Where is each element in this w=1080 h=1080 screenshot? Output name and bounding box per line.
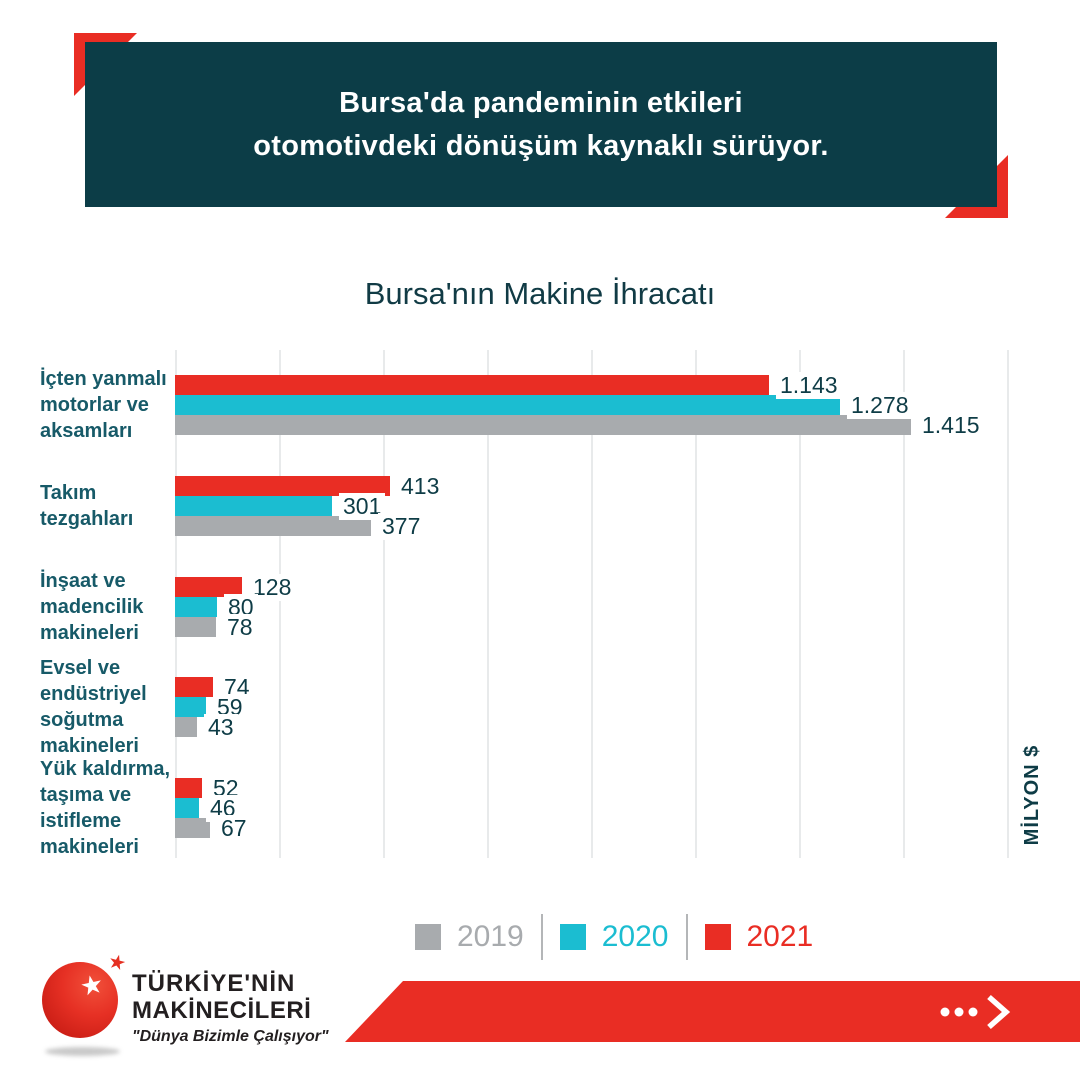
bar-value-label: 301 [339, 492, 386, 520]
gridline [1007, 350, 1009, 858]
gridline [903, 350, 905, 858]
bar-row: 52 [175, 774, 1007, 802]
bar-row: 1.278 [175, 391, 1007, 419]
bar-group: 1.143 1.278 1.415 [175, 371, 1007, 439]
footer-banner [345, 981, 1080, 1042]
bar-row: 128 [175, 573, 1007, 601]
bar-2019 [175, 516, 371, 536]
bar-group: 128 80 78 [175, 573, 1007, 641]
bar-value-label: 1.278 [847, 391, 913, 419]
category-label: İçten yanmalı motorlar ve aksamları [40, 368, 167, 442]
bar-group: 52 46 67 [175, 774, 1007, 842]
bar-value-label: 1.415 [918, 411, 984, 439]
bar-2021 [175, 476, 390, 496]
legend-swatch [559, 924, 586, 950]
header-line-1: Bursa'da pandeminin etkileri [339, 86, 743, 119]
category-label: İnşaat ve madencilik makineleri [40, 570, 144, 644]
legend-label: 2021 [746, 920, 814, 953]
logo-line-1: TÜRKİYE'NİN [132, 970, 296, 997]
legend-item-2020: 2020 [559, 920, 669, 954]
bar-row: 1.143 [175, 371, 1007, 399]
bar-2021 [175, 677, 213, 697]
bar-group: 74 59 43 [175, 673, 1007, 741]
bar-2019 [175, 717, 197, 737]
bar-2019 [175, 415, 911, 435]
bar-row: 43 [175, 713, 1007, 741]
bar-row: 1.415 [175, 411, 1007, 439]
logo-circle [42, 962, 118, 1038]
gridline [279, 350, 281, 858]
bar-value-label: 46 [206, 794, 240, 822]
bar-row: 74 [175, 673, 1007, 701]
bar-value-label: 377 [378, 512, 425, 540]
bar-2020 [175, 798, 199, 818]
bar-2020 [175, 697, 206, 717]
axis-unit-label: MİLYON $ [1021, 744, 1043, 846]
header-line-2: otomotivdeki dönüşüm kaynaklı sürüyor. [253, 129, 829, 162]
gridline [383, 350, 385, 858]
bar-row: 46 [175, 794, 1007, 822]
legend-divider [685, 914, 688, 960]
gridline [591, 350, 593, 858]
category-label: Yük kaldırma, taşıma ve istifleme makine… [40, 758, 171, 858]
legend-label: 2019 [457, 920, 524, 953]
red-star-icon: ★ [105, 950, 129, 976]
bar-row: 80 [175, 593, 1007, 621]
bar-row: 67 [175, 814, 1007, 842]
legend-item-2021: 2021 [704, 920, 814, 954]
legend-label: 2020 [601, 920, 669, 953]
corner-accent-top-left-icon [74, 33, 137, 96]
bar-2020 [175, 496, 332, 516]
bar-group: 413 301 377 [175, 472, 1007, 540]
bar-2019 [175, 818, 210, 838]
logo-text: TÜRKİYE'NİN MAKİNECİLERİ "Dünya Bizimle … [132, 970, 329, 1046]
corner-accent-bottom-right-icon [945, 155, 1008, 218]
bar-row: 59 [175, 693, 1007, 721]
bar-row: 301 [175, 492, 1007, 520]
gridline [487, 350, 489, 858]
chart-title: Bursa'nın Makine İhracatı [364, 276, 716, 311]
bar-2021 [175, 577, 242, 597]
white-star-icon: ★ [77, 967, 107, 1003]
bar-value-label: 413 [397, 472, 444, 500]
legend-item-2019: 2019 [415, 920, 524, 954]
bar-2019 [175, 617, 216, 637]
bar-value-label: 78 [223, 613, 257, 641]
logo-line-2: MAKİNECİLERİ [132, 997, 312, 1024]
bar-2021 [175, 778, 202, 798]
bar-2020 [175, 395, 840, 415]
legend-swatch [415, 924, 441, 950]
bar-value-label: 67 [217, 814, 251, 842]
next-arrow-icon[interactable] [937, 992, 1017, 1032]
gridline [695, 350, 697, 858]
bar-2020 [175, 597, 217, 617]
category-label: Evsel ve endüstriyel soğutma makineleri [40, 657, 147, 757]
gridline [799, 350, 801, 858]
chart-legend: 2019 2020 2021 [415, 912, 813, 962]
bar-value-label: 43 [204, 713, 238, 741]
bar-row: 377 [175, 512, 1007, 540]
bar-value-label: 1.143 [776, 371, 842, 399]
legend-swatch [704, 924, 731, 950]
bar-2021 [175, 375, 769, 395]
logo-tagline: "Dünya Bizimle Çalışıyor" [132, 1028, 329, 1045]
logo-shadow [45, 1047, 120, 1056]
bar-row: 413 [175, 472, 1007, 500]
legend-divider [540, 914, 543, 960]
category-label: Takım tezgahları [40, 482, 134, 530]
bar-row: 78 [175, 613, 1007, 641]
header-banner: Bursa'da pandeminin etkileri otomotivdek… [85, 42, 997, 207]
